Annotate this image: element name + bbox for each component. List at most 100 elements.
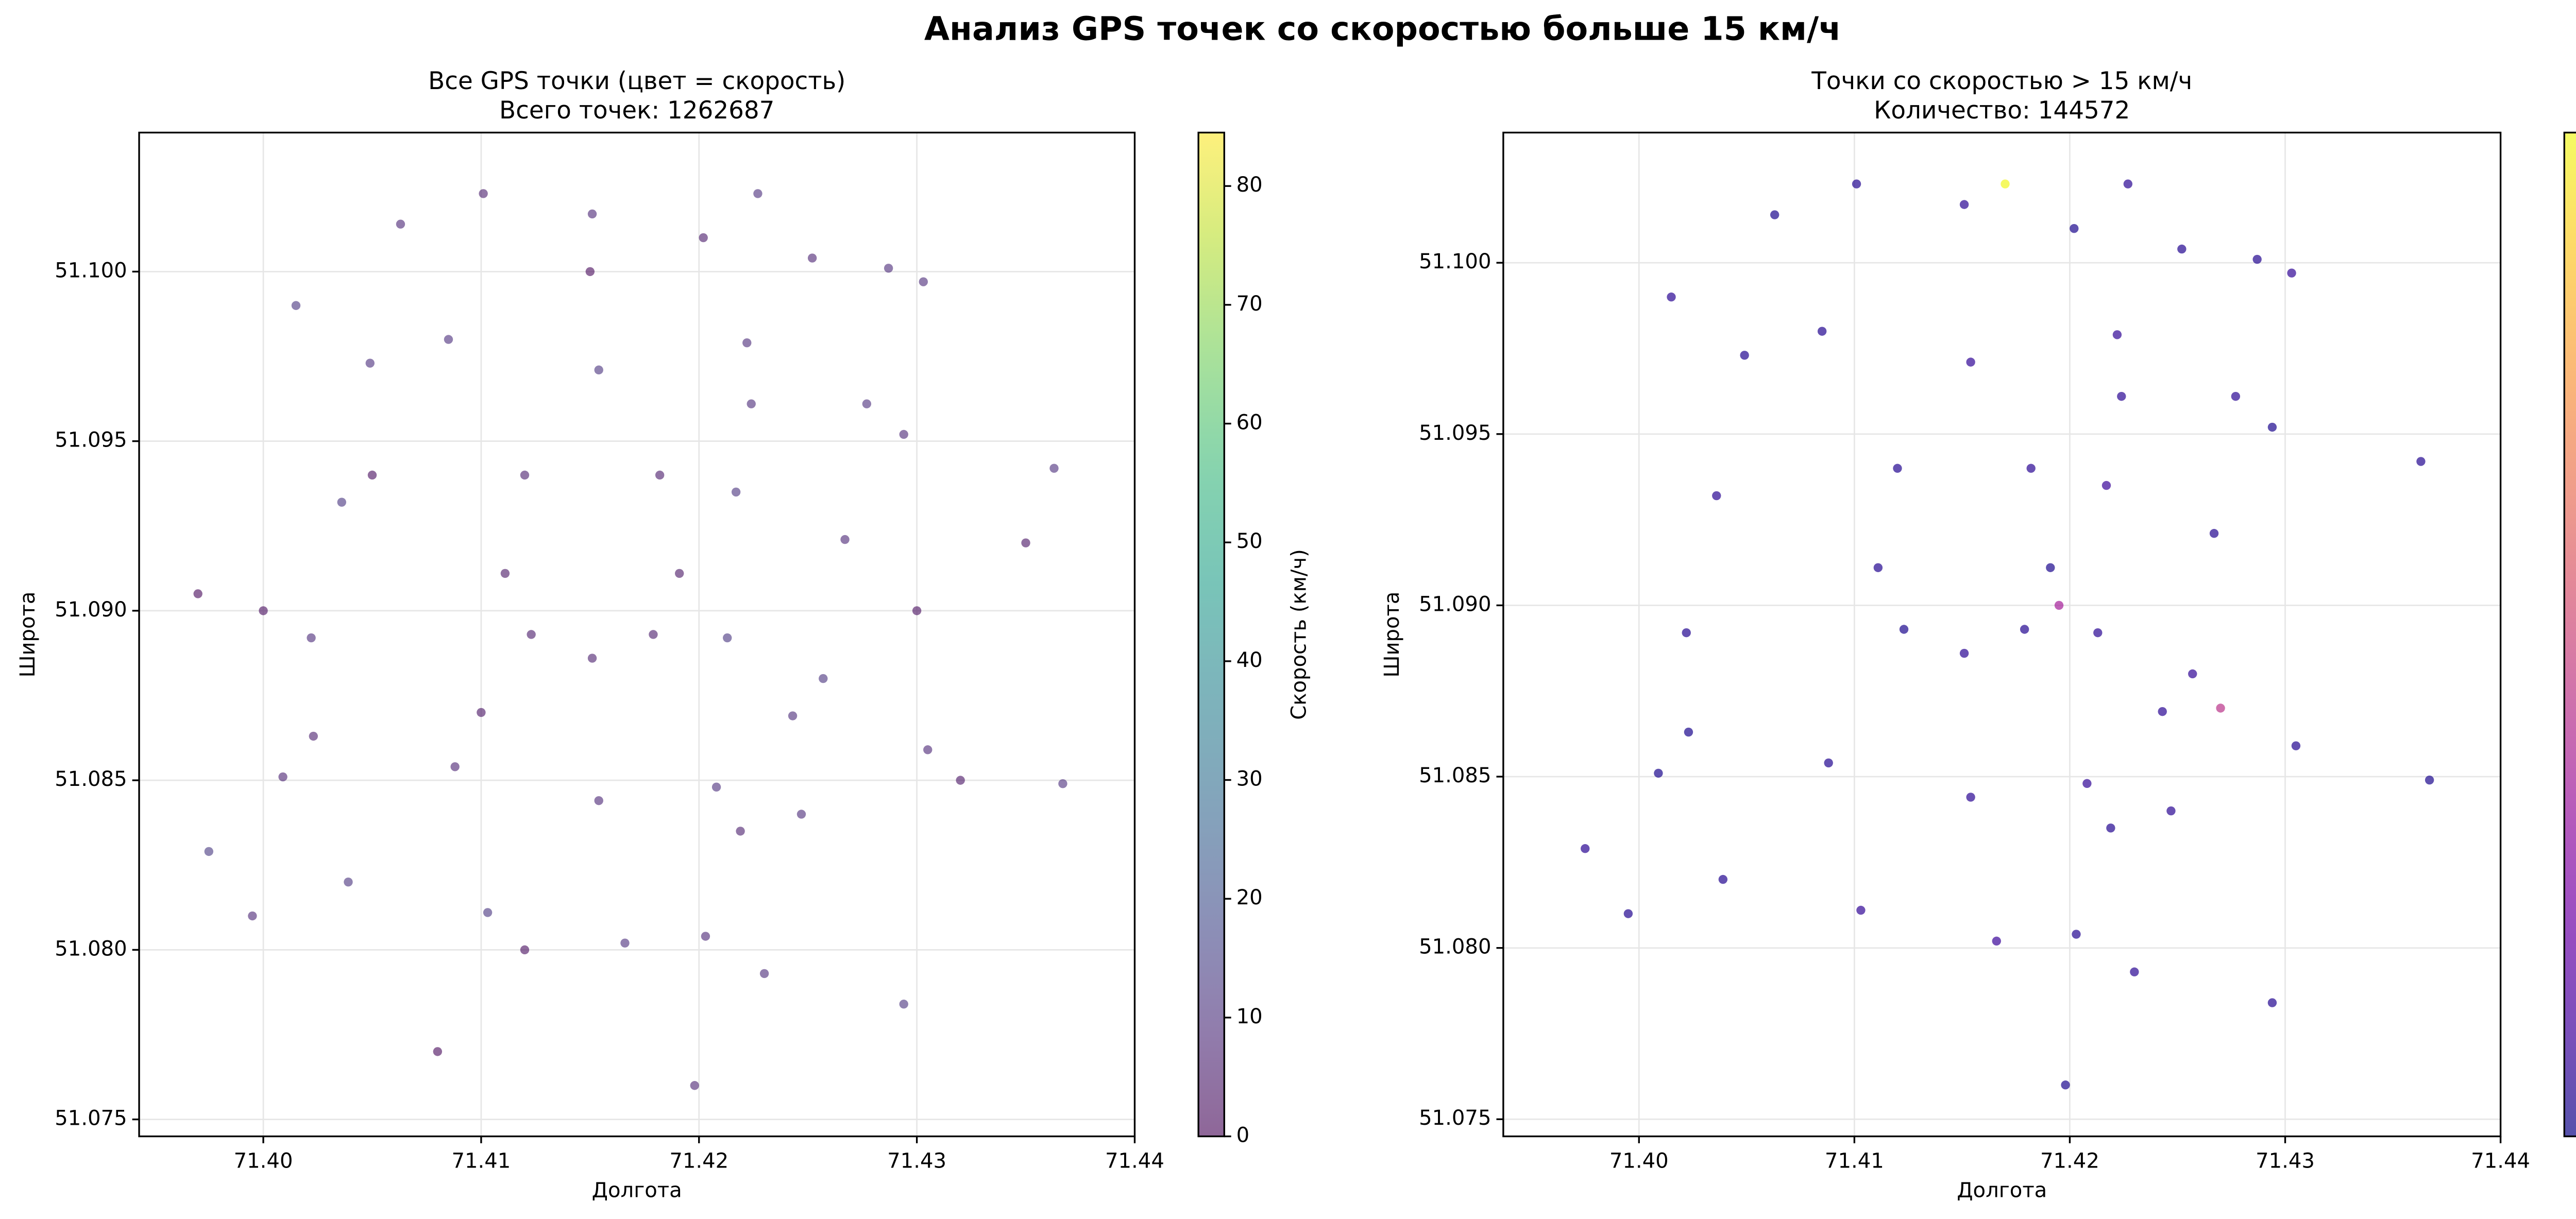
point	[1712, 491, 1721, 501]
point	[723, 633, 732, 643]
point	[483, 908, 493, 917]
point	[655, 470, 665, 480]
point	[477, 708, 486, 717]
colorbar-tick-label: 40	[1236, 648, 1263, 672]
point	[759, 969, 769, 978]
point	[1992, 936, 2001, 946]
point	[701, 932, 710, 941]
point	[2416, 457, 2426, 466]
point	[899, 430, 908, 439]
colorbar-tick-label: 30	[1236, 767, 1263, 791]
x-tick-label: 71.42	[2040, 1149, 2099, 1173]
subplot-title: Все GPS точки (цвет = скорость)	[428, 67, 845, 95]
point	[2216, 703, 2225, 713]
plot-frame	[138, 131, 1136, 1138]
plot-frame	[1502, 131, 2502, 1138]
point	[587, 654, 597, 663]
colorbar-frame	[1197, 131, 1225, 1138]
point	[2026, 463, 2036, 473]
point	[912, 606, 922, 615]
y-tick-label: 51.095	[55, 428, 127, 452]
point	[1684, 727, 1693, 737]
y-tick-label: 51.085	[55, 767, 127, 791]
point	[753, 189, 762, 198]
point	[699, 233, 708, 243]
point	[1623, 909, 1633, 918]
y-tick-label: 51.080	[1419, 935, 1491, 959]
y-tick-label: 51.090	[1419, 592, 1491, 616]
point	[307, 633, 316, 643]
point	[2102, 480, 2111, 490]
x-tick-label: 71.40	[234, 1149, 293, 1173]
point	[396, 219, 405, 229]
colorbar-frame	[2563, 131, 2576, 1138]
point	[796, 810, 806, 819]
point	[807, 253, 817, 263]
colorbar-tick-label: 20	[1236, 886, 1263, 909]
point	[1581, 844, 1590, 853]
point	[594, 796, 603, 805]
point	[819, 674, 828, 683]
point	[479, 189, 488, 198]
colorbar-tick-label: 10	[1236, 1005, 1263, 1028]
x-tick-label: 71.44	[1105, 1149, 1164, 1173]
point	[1667, 293, 1676, 302]
point	[1682, 628, 1691, 638]
point	[2267, 422, 2277, 432]
point	[1740, 351, 1749, 360]
point	[1824, 758, 1833, 768]
point	[1899, 625, 1909, 634]
x-tick-label: 71.43	[2256, 1149, 2315, 1173]
point	[1856, 905, 1866, 915]
point	[248, 911, 257, 921]
point	[2020, 625, 2029, 634]
point	[365, 358, 375, 368]
point	[1770, 210, 1780, 219]
point	[259, 606, 268, 615]
point	[899, 1000, 908, 1009]
colorbar-tick-label: 70	[1236, 292, 1263, 316]
y-tick-label: 51.085	[1419, 764, 1491, 787]
point	[2061, 1080, 2070, 1090]
colorbar-tick-label: 60	[1236, 411, 1263, 435]
point	[2054, 600, 2064, 610]
subplot-subtitle: Всего точек: 1262687	[499, 97, 774, 125]
point	[2112, 330, 2122, 339]
y-tick-label: 51.075	[55, 1107, 127, 1130]
point	[520, 945, 530, 955]
x-axis-label: Долгота	[592, 1179, 682, 1203]
colorbar-label: Скорость (км/ч)	[1287, 549, 1311, 720]
point	[649, 630, 658, 639]
y-axis-label: Широта	[16, 592, 40, 678]
colorbar-tick-label: 0	[1236, 1124, 1250, 1147]
point	[690, 1081, 699, 1090]
point	[1049, 463, 1059, 473]
x-tick-label: 71.41	[451, 1149, 511, 1173]
y-tick-label: 51.090	[55, 598, 127, 622]
point	[742, 338, 752, 348]
point	[2117, 391, 2126, 401]
y-tick-label: 51.095	[1419, 421, 1491, 445]
x-tick-label: 71.43	[887, 1149, 946, 1173]
point	[1893, 463, 1902, 473]
subplot-title: Точки со скоростью > 15 км/ч	[1811, 67, 2192, 95]
point	[2209, 529, 2219, 538]
point	[2166, 806, 2176, 816]
point	[1959, 648, 1969, 658]
colorbar-tick-label: 50	[1236, 529, 1263, 553]
point	[862, 399, 872, 408]
point	[731, 487, 741, 497]
point	[1966, 793, 1975, 802]
x-tick-label: 71.44	[2471, 1149, 2530, 1173]
point	[2291, 741, 2301, 750]
figure-title: Анализ GPS точек со скоростью больше 15 …	[924, 10, 1841, 48]
point	[1966, 357, 1975, 367]
colorbar	[1198, 132, 1225, 1137]
point	[2287, 268, 2296, 278]
point	[585, 267, 595, 277]
point	[1718, 874, 1728, 884]
point	[344, 877, 353, 887]
point	[2093, 628, 2103, 638]
